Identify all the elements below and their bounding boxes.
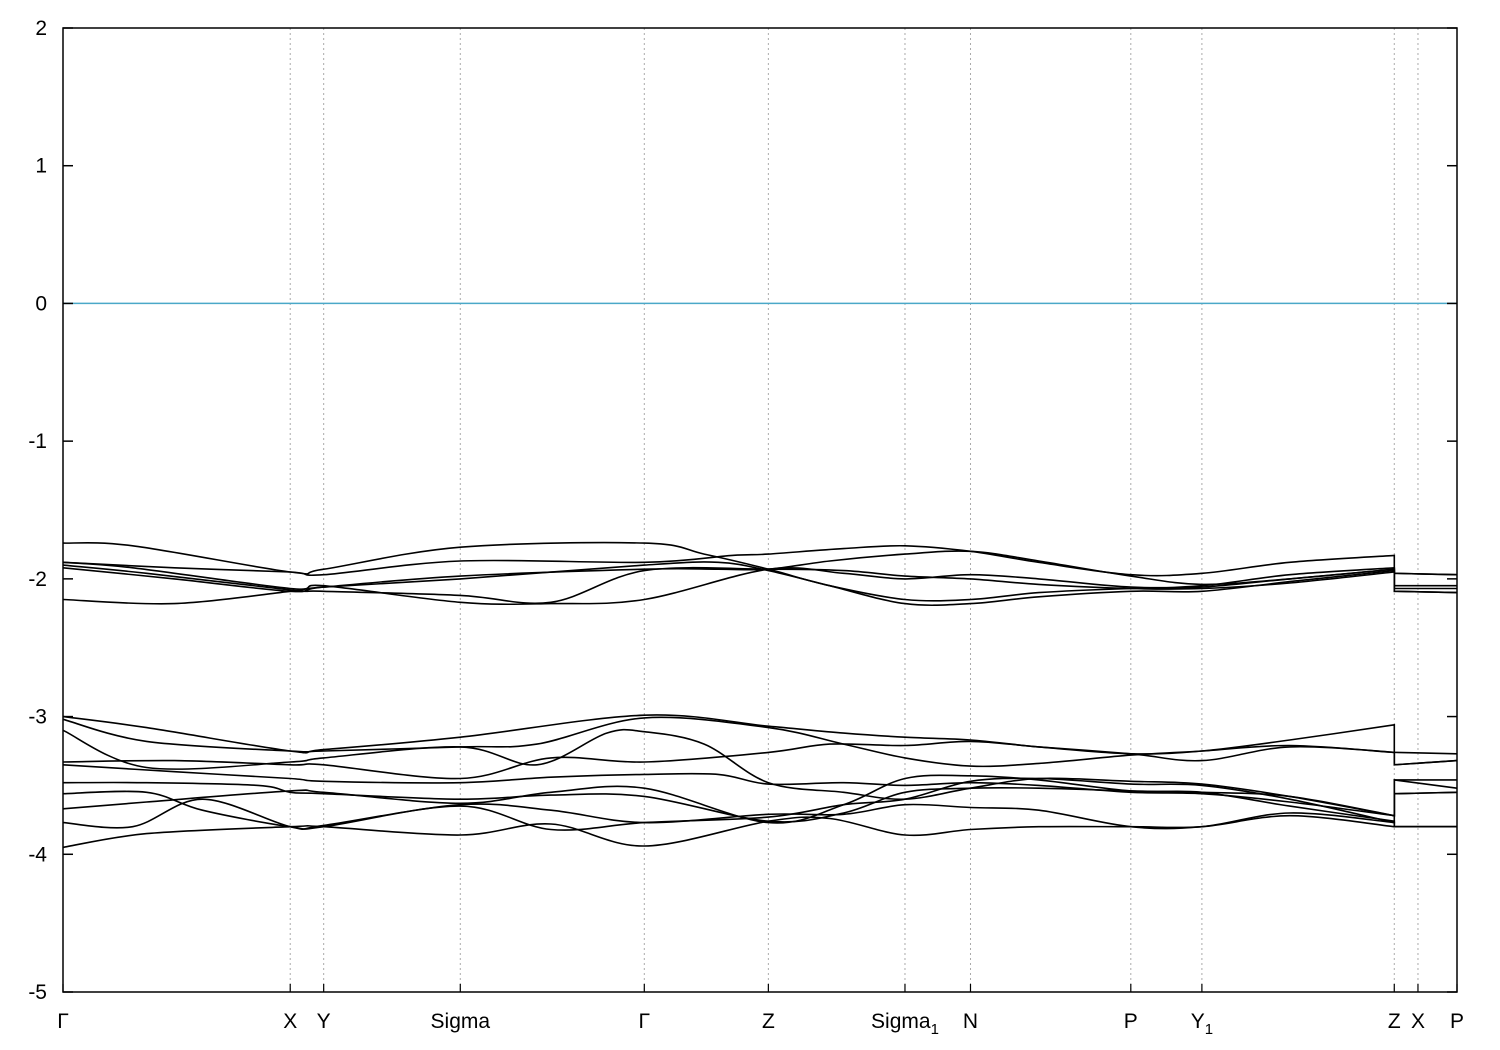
band-line-14: [62, 774, 1457, 828]
kpoint-label: N: [963, 1010, 978, 1033]
band-line-9: [62, 728, 1458, 817]
band-lines: [62, 541, 1458, 849]
y-tick-label: -3: [28, 706, 47, 729]
band-line-4: [62, 550, 1458, 594]
kpoint-label: Sigma: [431, 1010, 491, 1033]
band-line-16: [62, 814, 1457, 849]
y-tick-label: 0: [35, 292, 47, 315]
x-axis-kpoint-labels: Γ X Y Sigma Γ Z Sigma1 N P Y1 Z X P: [57, 984, 1464, 1038]
y-tick-label: -1: [28, 430, 47, 453]
band-line-10: [62, 740, 1458, 780]
kpoint-gridlines: [289, 28, 1419, 992]
kpoint-label: P: [1450, 1010, 1464, 1033]
kpoint-label: X: [283, 1010, 297, 1033]
kpoint-label: X: [1411, 1010, 1425, 1033]
y-axis-ticks: 2 1 0 -1 -2 -3 -4 -5: [28, 17, 1457, 1004]
kpoint-label: Z: [762, 1010, 775, 1033]
kpoint-label: Y1: [1191, 1010, 1213, 1038]
kpoint-label: Γ: [57, 1010, 69, 1033]
band-line-7: [62, 714, 1458, 755]
kpoint-label: Y: [317, 1010, 331, 1033]
band-line-8: [62, 716, 1458, 768]
kpoint-label: P: [1124, 1010, 1138, 1033]
band-line-6: [62, 561, 1457, 606]
kpoint-label: Sigma1: [871, 1010, 939, 1038]
y-tick-label: 1: [35, 155, 47, 178]
y-tick-label: -5: [28, 981, 47, 1004]
y-tick-label: -2: [28, 568, 47, 591]
band-line-2: [62, 544, 1458, 577]
y-tick-label: -4: [28, 843, 47, 866]
band-line-12: [62, 779, 1457, 823]
kpoint-label: Z: [1388, 1010, 1401, 1033]
y-tick-label: 2: [35, 17, 47, 40]
plot-frame: [62, 27, 1458, 993]
kpoint-label: Γ: [639, 1010, 651, 1033]
